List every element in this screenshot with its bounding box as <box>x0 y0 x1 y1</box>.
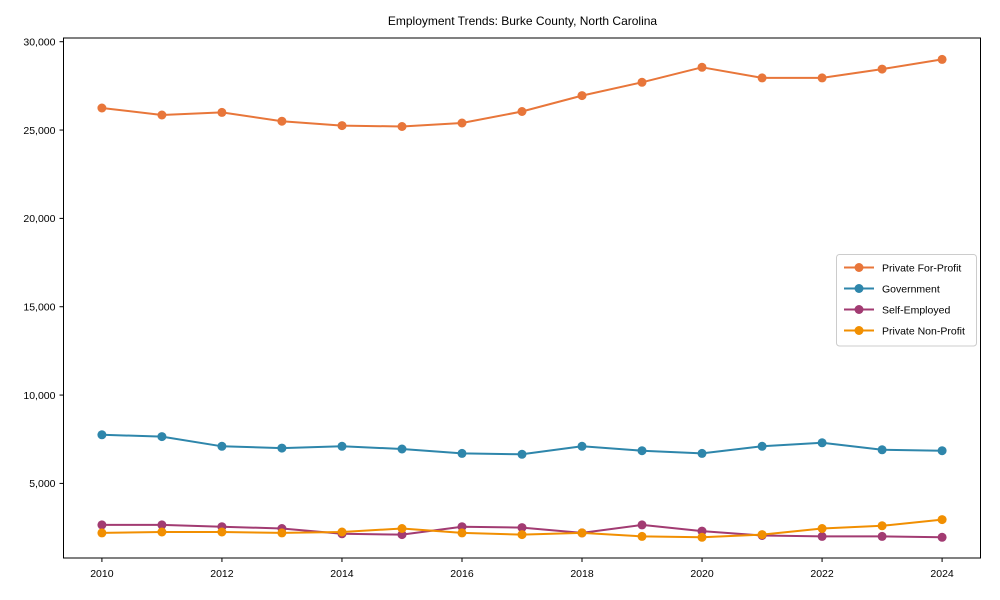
data-point-private-non-profit-2012 <box>217 527 227 537</box>
legend-entry-government: Government <box>844 283 940 295</box>
legend-entry-self-employed: Self-Employed <box>844 304 950 316</box>
data-point-private-for-profit-2014 <box>337 121 347 131</box>
data-point-self-employed-2017 <box>517 523 527 533</box>
x-tick-label: 2014 <box>330 568 354 580</box>
legend-entry-private-for-profit: Private For-Profit <box>844 262 961 274</box>
data-point-private-non-profit-2015 <box>397 524 407 533</box>
data-point-private-for-profit-2022 <box>817 73 827 83</box>
data-point-private-non-profit-2024 <box>937 515 947 525</box>
data-point-government-2015 <box>397 444 407 454</box>
legend-marker <box>854 284 864 293</box>
data-point-private-for-profit-2019 <box>637 77 647 87</box>
data-point-government-2011 <box>157 432 167 442</box>
data-point-private-for-profit-2010 <box>97 103 107 113</box>
legend-box <box>836 254 977 347</box>
data-point-private-non-profit-2010 <box>97 528 107 538</box>
data-point-government-2016 <box>457 448 467 458</box>
data-point-self-employed-2016 <box>457 522 467 532</box>
data-point-private-non-profit-2021 <box>757 530 767 540</box>
x-tick-label: 2024 <box>930 568 954 580</box>
data-point-private-for-profit-2016 <box>457 118 467 128</box>
data-point-self-employed-2023 <box>877 531 887 541</box>
x-tick-label: 2012 <box>210 568 234 580</box>
x-tick-label: 2016 <box>450 568 474 580</box>
data-point-private-for-profit-2015 <box>397 122 407 131</box>
data-point-government-2014 <box>337 441 347 451</box>
data-point-government-2020 <box>697 448 707 458</box>
y-tick-label: 30,000 <box>23 37 55 49</box>
data-point-self-employed-2019 <box>637 520 647 530</box>
legend-label: Self-Employed <box>882 304 950 316</box>
data-point-private-for-profit-2020 <box>697 62 707 72</box>
data-point-private-non-profit-2018 <box>577 528 587 538</box>
data-point-private-for-profit-2023 <box>877 64 887 74</box>
data-point-private-for-profit-2017 <box>517 107 527 116</box>
data-point-self-employed-2011 <box>157 520 167 530</box>
data-point-self-employed-2022 <box>817 531 827 541</box>
data-point-self-employed-2010 <box>97 520 107 530</box>
data-point-government-2017 <box>517 449 527 459</box>
legend-marker <box>854 263 864 272</box>
data-point-private-for-profit-2013 <box>277 116 287 126</box>
data-point-government-2012 <box>217 441 227 451</box>
data-point-private-non-profit-2023 <box>877 521 887 531</box>
data-point-private-non-profit-2019 <box>637 531 647 541</box>
x-tick-label: 2018 <box>570 568 594 580</box>
data-point-private-for-profit-2024 <box>937 54 947 64</box>
data-point-private-non-profit-2013 <box>277 528 287 538</box>
data-point-private-for-profit-2021 <box>757 73 767 83</box>
data-point-government-2019 <box>637 446 647 456</box>
x-tick-label: 2022 <box>810 568 834 580</box>
data-point-government-2013 <box>277 443 287 453</box>
data-point-government-2022 <box>817 438 827 448</box>
data-point-self-employed-2024 <box>937 532 947 542</box>
y-tick-label: 25,000 <box>23 125 55 137</box>
series-line-private-for-profit <box>100 58 944 128</box>
legend-label: Government <box>882 283 940 295</box>
legend-label: Private For-Profit <box>882 262 961 274</box>
legend-marker <box>854 326 864 335</box>
data-point-private-for-profit-2011 <box>157 110 167 120</box>
y-tick-label: 10,000 <box>23 390 55 402</box>
data-point-private-non-profit-2014 <box>337 527 347 537</box>
data-point-government-2010 <box>97 430 107 440</box>
legend-entry-private-non-profit: Private Non-Profit <box>844 325 965 337</box>
data-point-private-non-profit-2017 <box>517 530 527 540</box>
data-point-private-non-profit-2020 <box>697 532 707 542</box>
data-point-private-non-profit-2016 <box>457 528 467 538</box>
data-point-self-employed-2020 <box>697 526 707 536</box>
y-tick-label: 15,000 <box>23 302 55 314</box>
chart-title: Employment Trends: Burke County, North C… <box>387 14 658 28</box>
legend: Private For-Profit Government Self-Employe… <box>836 254 977 347</box>
legend-label: Private Non-Profit <box>882 325 965 337</box>
legend-marker <box>854 305 864 314</box>
data-point-government-2021 <box>757 441 767 451</box>
data-point-private-non-profit-2022 <box>817 524 827 533</box>
x-tick-label: 2010 <box>90 568 114 580</box>
data-point-private-for-profit-2018 <box>577 91 587 101</box>
data-point-private-non-profit-2011 <box>157 527 167 537</box>
y-tick-label: 20,000 <box>23 213 55 225</box>
data-point-government-2023 <box>877 445 887 455</box>
data-point-government-2018 <box>577 441 587 451</box>
data-point-government-2024 <box>937 446 947 456</box>
x-tick-label: 2020 <box>690 568 714 580</box>
data-point-private-for-profit-2012 <box>217 107 227 117</box>
y-tick-label: 5,000 <box>29 478 55 490</box>
plot-frame <box>63 37 981 559</box>
